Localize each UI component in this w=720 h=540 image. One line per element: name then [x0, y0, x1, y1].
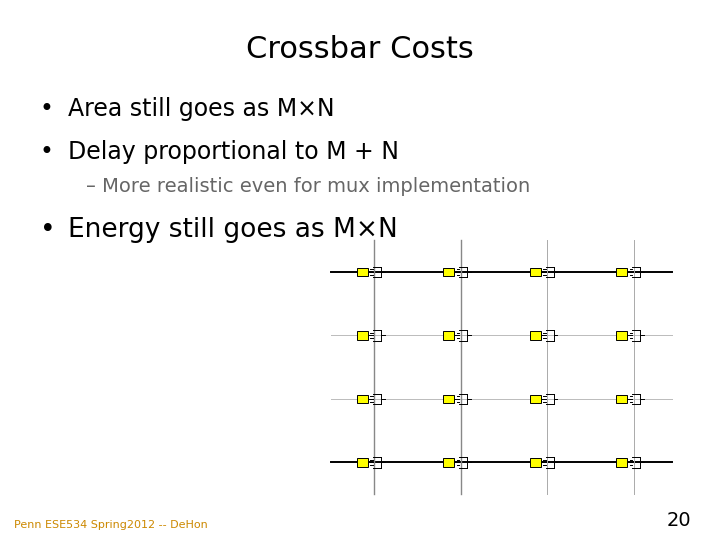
Bar	[616, 268, 627, 276]
Bar	[616, 395, 627, 403]
Bar	[444, 268, 454, 276]
Bar	[530, 458, 541, 467]
Bar	[444, 395, 454, 403]
Bar	[357, 268, 368, 276]
Bar	[616, 458, 627, 467]
Bar	[616, 332, 627, 340]
Bar	[444, 332, 454, 340]
Text: Penn ESE534 Spring2012 -- DeHon: Penn ESE534 Spring2012 -- DeHon	[14, 520, 208, 530]
Text: – More realistic even for mux implementation: – More realistic even for mux implementa…	[86, 177, 531, 196]
Text: Delay proportional to M + N: Delay proportional to M + N	[68, 140, 400, 164]
Bar	[530, 268, 541, 276]
Text: 20: 20	[667, 511, 691, 530]
Text: Energy still goes as M×N: Energy still goes as M×N	[68, 217, 398, 243]
Bar	[444, 458, 454, 467]
Bar	[530, 332, 541, 340]
Bar	[357, 332, 368, 340]
Text: Crossbar Costs: Crossbar Costs	[246, 35, 474, 64]
Bar	[357, 458, 368, 467]
Bar	[357, 395, 368, 403]
Text: •: •	[40, 140, 53, 164]
Text: •: •	[40, 217, 55, 243]
Text: •: •	[40, 97, 53, 121]
Bar	[530, 395, 541, 403]
Text: Area still goes as M×N: Area still goes as M×N	[68, 97, 335, 121]
